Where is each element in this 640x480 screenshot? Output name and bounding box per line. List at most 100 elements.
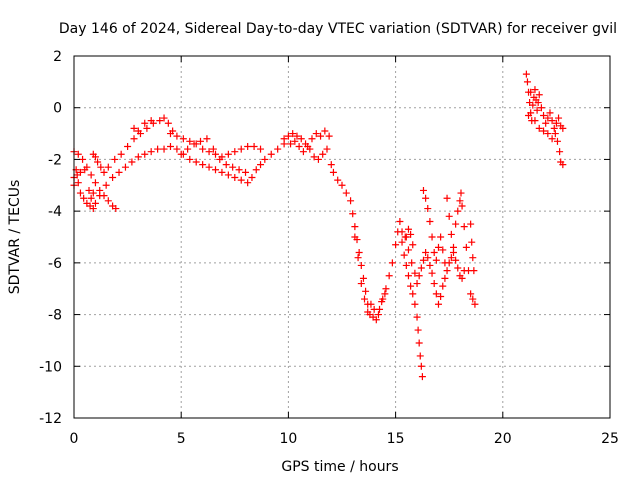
data-point <box>467 290 475 298</box>
data-point <box>112 205 120 213</box>
data-point <box>216 155 224 163</box>
data-point <box>257 145 265 153</box>
data-point <box>173 145 181 153</box>
data-point <box>556 148 564 156</box>
data-point <box>400 251 408 259</box>
data-point <box>531 117 539 125</box>
data-point <box>404 225 412 233</box>
data-point <box>542 119 550 127</box>
data-point <box>94 158 102 166</box>
data-point <box>334 176 342 184</box>
data-point <box>338 181 346 189</box>
data-point <box>457 189 465 197</box>
data-point <box>454 207 462 215</box>
data-point <box>242 168 250 176</box>
data-point <box>160 145 168 153</box>
data-point <box>527 88 535 96</box>
data-point <box>124 143 132 150</box>
data-point <box>342 189 350 197</box>
data-point <box>525 111 533 119</box>
data-point <box>460 223 468 231</box>
data-point <box>437 233 445 241</box>
data-point <box>374 311 382 319</box>
data-point <box>87 194 95 202</box>
data-point <box>388 259 396 267</box>
data-point <box>411 269 419 277</box>
data-point <box>293 132 301 140</box>
data-point <box>422 249 430 257</box>
y-axis-label: SDTVAR / TECUs <box>7 180 23 295</box>
data-point <box>252 166 260 174</box>
data-point <box>102 181 110 189</box>
data-point <box>413 313 421 321</box>
data-point <box>156 117 164 125</box>
data-point <box>392 241 400 249</box>
data-point <box>325 132 333 140</box>
data-point <box>402 233 410 241</box>
data-point <box>274 145 282 153</box>
data-point <box>417 264 425 272</box>
data-point <box>190 140 198 148</box>
data-point <box>430 249 438 257</box>
data-point <box>299 148 307 156</box>
data-point <box>89 205 97 213</box>
data-point <box>323 145 331 153</box>
data-point <box>559 124 567 132</box>
data-point <box>385 272 393 280</box>
x-axis-label: GPS time / hours <box>281 459 398 475</box>
data-point <box>173 132 181 140</box>
data-point <box>419 186 427 194</box>
axis-ticks <box>73 55 611 419</box>
data-point <box>141 150 149 158</box>
data-point <box>177 150 185 158</box>
data-point <box>237 176 245 184</box>
data-point <box>74 150 82 158</box>
data-point <box>467 220 475 228</box>
x-tick-label: 5 <box>177 431 186 447</box>
data-point <box>552 119 560 127</box>
data-point <box>289 130 297 138</box>
data-point <box>439 282 447 290</box>
data-point <box>417 362 425 370</box>
y-tick-label: -2 <box>48 152 62 168</box>
data-point <box>179 135 187 143</box>
data-point <box>235 166 243 174</box>
data-point <box>267 150 275 158</box>
data-point <box>458 202 466 210</box>
data-point <box>199 161 207 169</box>
data-point <box>96 186 104 194</box>
data-point <box>398 228 406 236</box>
data-point <box>100 192 108 200</box>
data-point <box>109 174 117 182</box>
data-point <box>449 243 457 251</box>
data-point <box>244 143 252 150</box>
data-point <box>404 272 412 280</box>
data-point <box>418 373 426 381</box>
data-point <box>415 272 423 280</box>
data-point <box>409 290 417 298</box>
data-point <box>147 117 155 125</box>
data-point <box>443 267 451 275</box>
data-point <box>428 269 436 277</box>
data-point <box>284 132 292 140</box>
y-tick-label: -10 <box>39 359 62 375</box>
x-tick-label: 25 <box>601 431 619 447</box>
data-point <box>522 70 530 78</box>
data-point <box>462 243 470 251</box>
data-point <box>426 261 434 269</box>
data-point <box>355 249 363 257</box>
data-point <box>121 163 129 171</box>
data-point <box>424 205 432 213</box>
data-point <box>192 158 200 166</box>
x-tick-label: 20 <box>494 431 512 447</box>
data-point <box>184 145 192 153</box>
data-points <box>70 70 567 381</box>
data-point <box>529 101 537 109</box>
data-point <box>359 274 367 282</box>
data-point <box>115 168 123 176</box>
data-point <box>471 300 479 308</box>
data-point <box>428 233 436 241</box>
data-point <box>407 282 415 290</box>
data-point <box>244 179 252 187</box>
data-point <box>164 119 172 127</box>
